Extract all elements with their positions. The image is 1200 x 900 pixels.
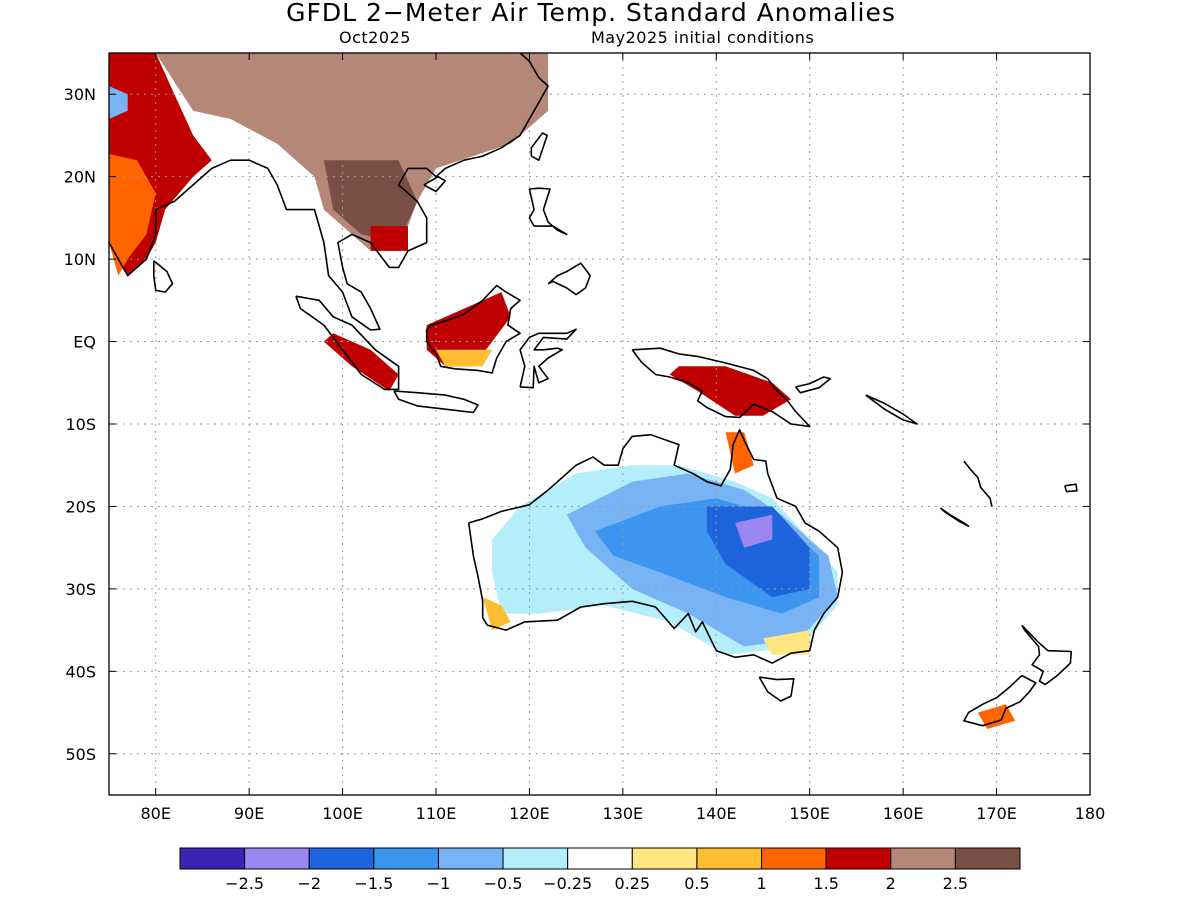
colorbar-swatch-10 <box>825 847 892 870</box>
coastline-mindanao <box>547 262 592 296</box>
x-tick-label-6: 140E <box>696 804 737 823</box>
coastline-fiji <box>1064 483 1078 493</box>
coastline-australia <box>467 428 844 664</box>
colorbar-label-9: 1.5 <box>813 874 838 893</box>
colorbar-swatch-12 <box>954 847 1021 870</box>
colorbar-swatch-1 <box>244 847 310 870</box>
x-tick-label-7: 150E <box>789 804 830 823</box>
coastline-vanuatu <box>963 460 993 507</box>
y-tick-label-2: 10N <box>64 250 96 269</box>
colorbar-label-4: −0.5 <box>484 874 523 893</box>
coastline-borneo <box>425 284 521 374</box>
x-tick-label-2: 100E <box>322 804 363 823</box>
initial-conditions-label: May2025 initial conditions <box>591 28 815 47</box>
anomaly-fill-layer <box>109 53 1016 729</box>
x-tick-label-8: 160E <box>883 804 924 823</box>
colorbar-swatch-4 <box>437 847 504 870</box>
x-tick-label-9: 170E <box>976 804 1017 823</box>
anomaly-region-1 <box>109 153 156 276</box>
graticule <box>109 53 1090 795</box>
anomaly-region-9 <box>436 349 493 367</box>
anomaly-region-15 <box>706 506 810 598</box>
coastline-india <box>109 159 269 277</box>
x-tick-label-4: 120E <box>509 804 550 823</box>
x-tick-label-3: 110E <box>416 804 457 823</box>
colorbar-swatch-7 <box>631 847 698 870</box>
coastline-sulawesi <box>519 328 577 389</box>
coastline-layer <box>109 53 1078 727</box>
map-title: GFDL 2−Meter Air Temp. Standard Anomalie… <box>286 0 896 27</box>
y-tick-label-7: 40S <box>65 662 96 681</box>
forecast-month: Oct2025 <box>339 28 411 47</box>
colorbar-label-0: −2.5 <box>225 874 264 893</box>
colorbar-label-11: 2.5 <box>943 874 968 893</box>
colorbar-label-10: 2 <box>886 874 896 893</box>
colorbar-label-8: 1 <box>756 874 766 893</box>
anomaly-region-5 <box>323 160 418 243</box>
y-tick-label-3: EQ <box>73 333 96 352</box>
anomaly-region-17 <box>482 597 511 631</box>
y-tick-label-8: 50S <box>65 745 96 764</box>
anomaly-region-18 <box>763 630 810 655</box>
coastline-java <box>393 390 479 414</box>
coastline-solomons <box>865 394 919 425</box>
coastline-sumatra <box>295 295 400 391</box>
anomaly-region-19 <box>977 704 1016 729</box>
coastline-new-caledonia <box>939 507 970 528</box>
coastline-hainan <box>423 175 447 193</box>
coastline-luzon <box>528 187 568 236</box>
colorbar-swatch-3 <box>373 847 439 870</box>
colorbar-swatch-5 <box>502 847 569 870</box>
anomaly-region-4 <box>155 53 549 251</box>
y-tick-label-1: 20N <box>64 168 96 187</box>
y-tick-label-4: 10S <box>65 415 96 434</box>
y-tick-label-5: 20S <box>65 497 96 516</box>
coastline-nz-south <box>963 674 1037 727</box>
coastline-sri-lanka <box>153 260 174 293</box>
colorbar-swatch-9 <box>761 847 827 870</box>
anomaly-region-6 <box>370 226 408 251</box>
colorbar-swatch-0 <box>179 847 246 870</box>
anomaly-region-10 <box>669 366 791 416</box>
y-tick-label-0: 30N <box>64 85 96 104</box>
colorbar-label-6: 0.25 <box>614 874 650 893</box>
anomaly-region-11 <box>725 432 754 474</box>
anomaly-region-8 <box>426 292 511 367</box>
colorbar-label-1: −2 <box>297 874 321 893</box>
coastline-new-guinea <box>631 347 811 428</box>
x-tick-label-5: 130E <box>603 804 644 823</box>
colorbar-label-5: −0.25 <box>543 874 592 893</box>
colorbar-swatch-8 <box>696 847 763 870</box>
coastline-nz-north <box>1021 624 1073 686</box>
coastline-mainland-se-asia <box>267 53 549 331</box>
map-axes: 80E 90E 100E 110E 120E 130E 140E 150E 160E 170E 18… <box>64 53 1106 823</box>
coastline-new-britain <box>795 376 832 394</box>
anomaly-region-16 <box>735 514 773 548</box>
coastline-tasmania <box>758 676 795 702</box>
colorbar-label-7: 0.5 <box>684 874 709 893</box>
y-tick-label-6: 30S <box>65 580 96 599</box>
colorbar-swatch-2 <box>308 847 375 870</box>
x-tick-label-0: 80E <box>140 804 170 823</box>
colorbar-swatch-11 <box>890 847 956 870</box>
colorbar: −2.5 −2 −1.5 −1 −0.5 −0.25 0.25 0.5 1 1.5 2 2.5 <box>179 847 1021 893</box>
colorbar-label-3: −1 <box>427 874 451 893</box>
colorbar-swatch-6 <box>567 847 633 870</box>
x-tick-label-1: 90E <box>234 804 264 823</box>
coastline-taiwan <box>530 132 549 161</box>
colorbar-label-2: −1.5 <box>354 874 393 893</box>
x-tick-label-10: 180 <box>1075 804 1106 823</box>
